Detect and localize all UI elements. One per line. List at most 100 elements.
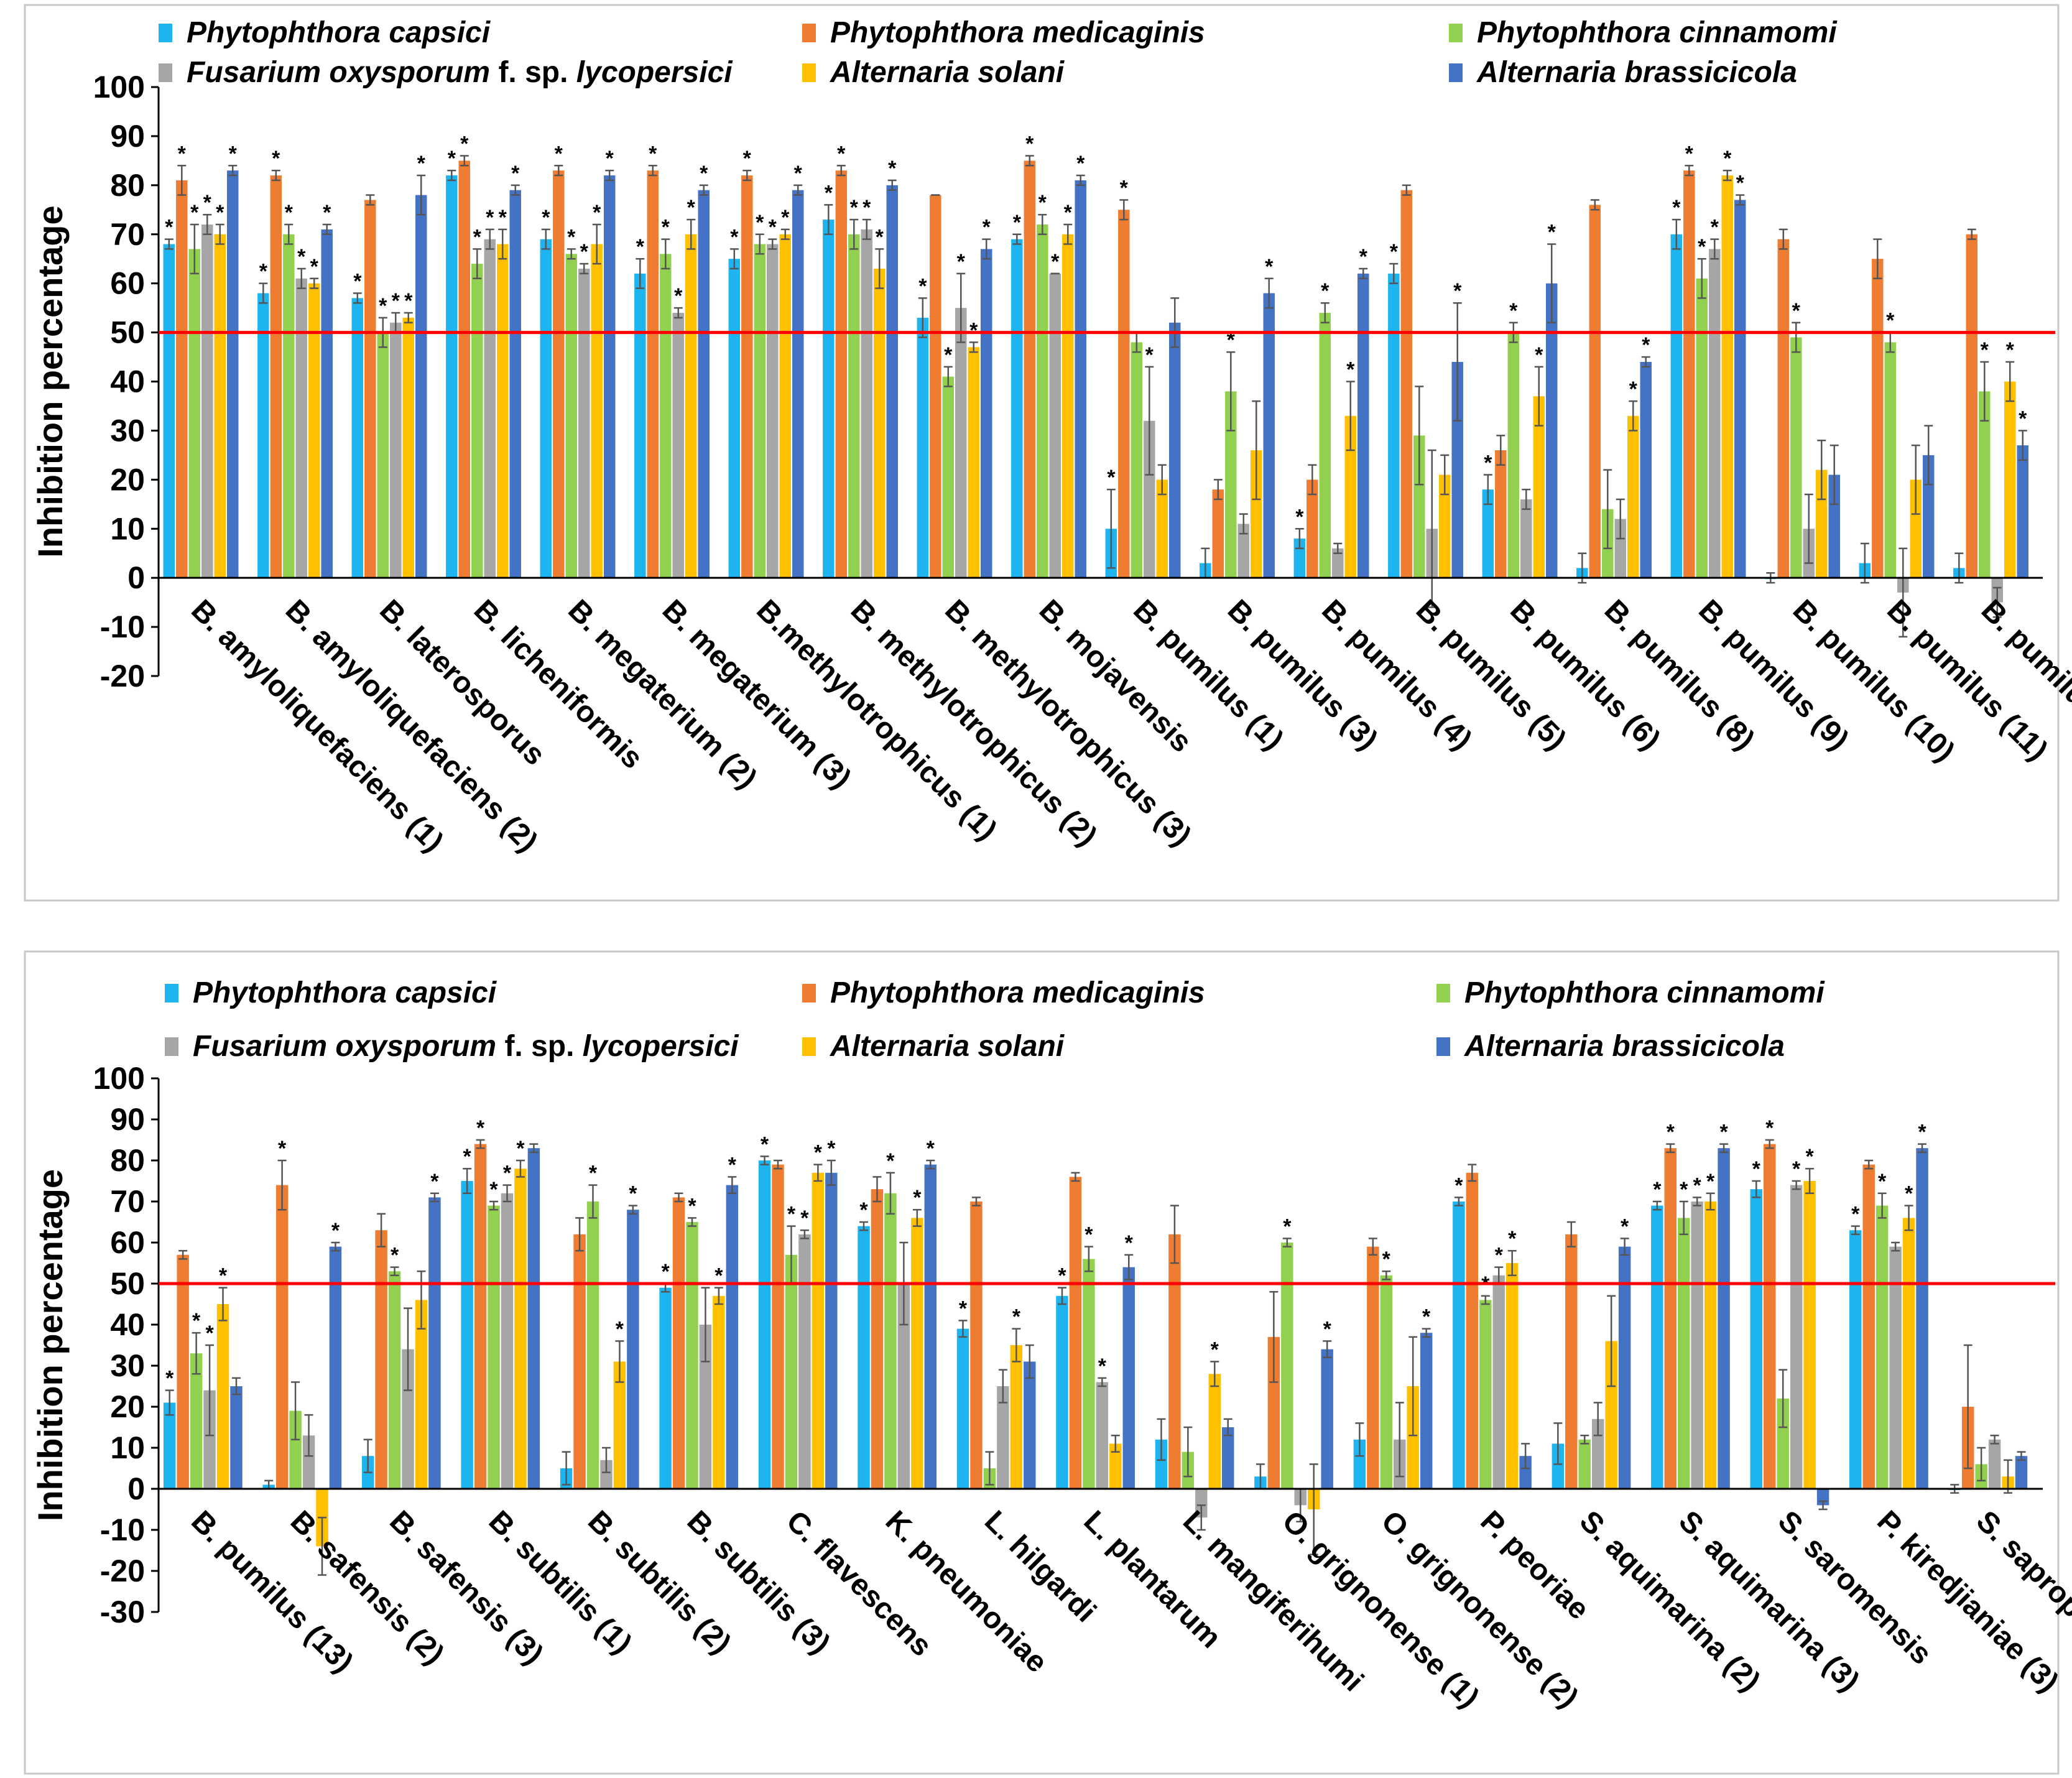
bar [660, 254, 672, 578]
significance-star: * [259, 260, 268, 284]
bar [1332, 548, 1344, 578]
bar [1367, 1246, 1379, 1489]
significance-star: * [787, 1203, 796, 1226]
bar [1062, 234, 1074, 578]
significance-star: * [229, 142, 238, 165]
bar [613, 1361, 626, 1489]
significance-star: * [1653, 1178, 1662, 1202]
significance-star: * [219, 1264, 228, 1288]
bar [1696, 278, 1708, 578]
bar [497, 244, 509, 578]
significance-star: * [674, 284, 683, 308]
bar [1507, 332, 1520, 578]
bar [792, 190, 804, 578]
bar [190, 1353, 203, 1489]
significance-star: * [1711, 216, 1719, 239]
significance-star: * [1038, 191, 1047, 215]
bar [203, 1390, 216, 1489]
bar [1388, 273, 1400, 578]
significance-star: * [1025, 132, 1034, 155]
bar [848, 234, 860, 578]
bar [1764, 1144, 1776, 1489]
bar [2004, 381, 2016, 578]
bar [1168, 322, 1181, 578]
legend-swatch [802, 1037, 816, 1056]
significance-star: * [688, 1194, 696, 1218]
bar [1208, 1374, 1221, 1489]
significance-star: * [1076, 152, 1085, 175]
bar [163, 1402, 176, 1489]
bar [1024, 160, 1036, 578]
bar [2015, 1456, 2028, 1489]
bar [446, 175, 458, 578]
bar [329, 1246, 342, 1489]
bar [351, 298, 364, 578]
bar [980, 249, 992, 578]
significance-star: * [1723, 147, 1732, 170]
bar [1589, 205, 1601, 578]
significance-star: * [580, 240, 589, 264]
significance-star: * [516, 1137, 525, 1160]
bar [1221, 1427, 1234, 1489]
significance-star: * [216, 201, 224, 225]
significance-star: * [1667, 1121, 1675, 1144]
bar [1664, 1148, 1677, 1489]
legend-swatch [1436, 984, 1450, 1002]
bar [1966, 234, 1978, 578]
significance-star: * [285, 201, 294, 225]
significance-star: * [837, 142, 846, 165]
significance-star: * [1878, 1170, 1887, 1193]
significance-star: * [687, 196, 696, 220]
bar [698, 190, 710, 578]
bar [1677, 1218, 1690, 1489]
bar [1281, 1243, 1293, 1489]
bar [1803, 1181, 1816, 1489]
bar [1849, 1230, 1862, 1489]
significance-star: * [781, 206, 790, 229]
significance-star: * [1295, 505, 1304, 529]
bar [699, 1325, 712, 1489]
significance-star: * [448, 147, 456, 170]
bar [1492, 1275, 1505, 1489]
bar [1902, 1218, 1915, 1489]
significance-star: * [463, 1145, 472, 1169]
significance-star: * [957, 250, 966, 274]
bar [1049, 273, 1061, 578]
y-tick-label: 10 [110, 511, 145, 546]
bar [1466, 1172, 1479, 1489]
legend-label: Phytophthora medicaginis [830, 976, 1205, 1009]
bar [1875, 1205, 1889, 1489]
significance-star: * [2019, 407, 2027, 430]
significance-star: * [1085, 1223, 1093, 1247]
bar [1420, 1333, 1433, 1489]
bar [1344, 415, 1356, 578]
bar [1024, 1361, 1036, 1489]
bar [1451, 361, 1463, 578]
bar [997, 1386, 1009, 1489]
significance-star: * [589, 1162, 598, 1185]
bar [758, 1160, 771, 1489]
bar [1910, 479, 1922, 578]
significance-star: * [606, 147, 614, 170]
significance-star: * [1064, 201, 1073, 225]
significance-star: * [636, 235, 645, 259]
bar [1862, 1164, 1875, 1489]
significance-star: * [944, 343, 953, 367]
bar [634, 273, 646, 578]
bar [216, 1304, 229, 1489]
significance-star: * [1765, 1116, 1774, 1140]
significance-star: * [913, 1186, 922, 1210]
bar [1790, 337, 1802, 578]
y-tick-label: 20 [110, 462, 145, 497]
bar [201, 224, 213, 578]
bar [861, 229, 873, 578]
bar [1212, 489, 1224, 578]
significance-star: * [814, 1141, 823, 1165]
bar [1777, 239, 1790, 578]
bar [1505, 1263, 1519, 1489]
y-tick-label: -10 [100, 1512, 145, 1547]
legend-swatch [1449, 63, 1463, 82]
bar [458, 160, 471, 578]
significance-star: * [1792, 1157, 1801, 1181]
